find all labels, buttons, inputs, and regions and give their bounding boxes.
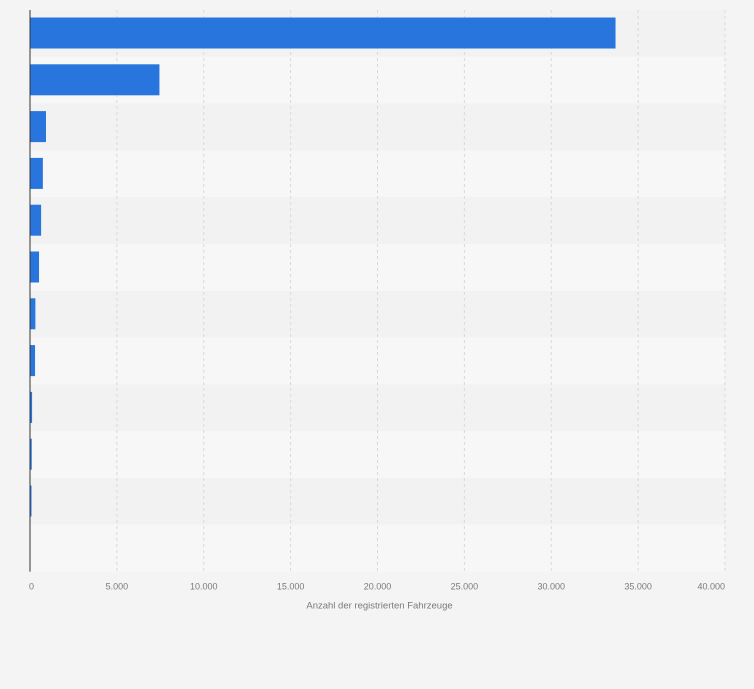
x-tick-label: 35.000 [624, 582, 652, 592]
bar [30, 157, 43, 189]
bars [30, 17, 616, 517]
x-tick-label: 20.000 [364, 582, 392, 592]
x-tick-labels: 0 5.000 10.000 15.000 20.000 25.000 30.000 35.0… [29, 582, 725, 592]
x-tick-label: 40.000 [697, 582, 725, 592]
x-tick-label: 30.000 [537, 582, 565, 592]
bar [30, 391, 33, 423]
x-tick-label: 0 [29, 582, 34, 592]
bar [30, 17, 616, 49]
bar [30, 485, 32, 517]
bar [30, 204, 42, 236]
bar [30, 64, 160, 96]
x-axis-title: Anzahl der registrierten Fahrzeuge [306, 601, 452, 612]
bar [30, 345, 36, 377]
x-tick-label: 10.000 [190, 582, 218, 592]
bar [30, 298, 36, 330]
bar [30, 251, 40, 283]
x-tick-label: 25.000 [451, 582, 479, 592]
x-tick-label: 5.000 [106, 582, 129, 592]
x-tick-label: 15.000 [277, 582, 305, 592]
bar [30, 438, 32, 470]
bar [30, 111, 46, 143]
